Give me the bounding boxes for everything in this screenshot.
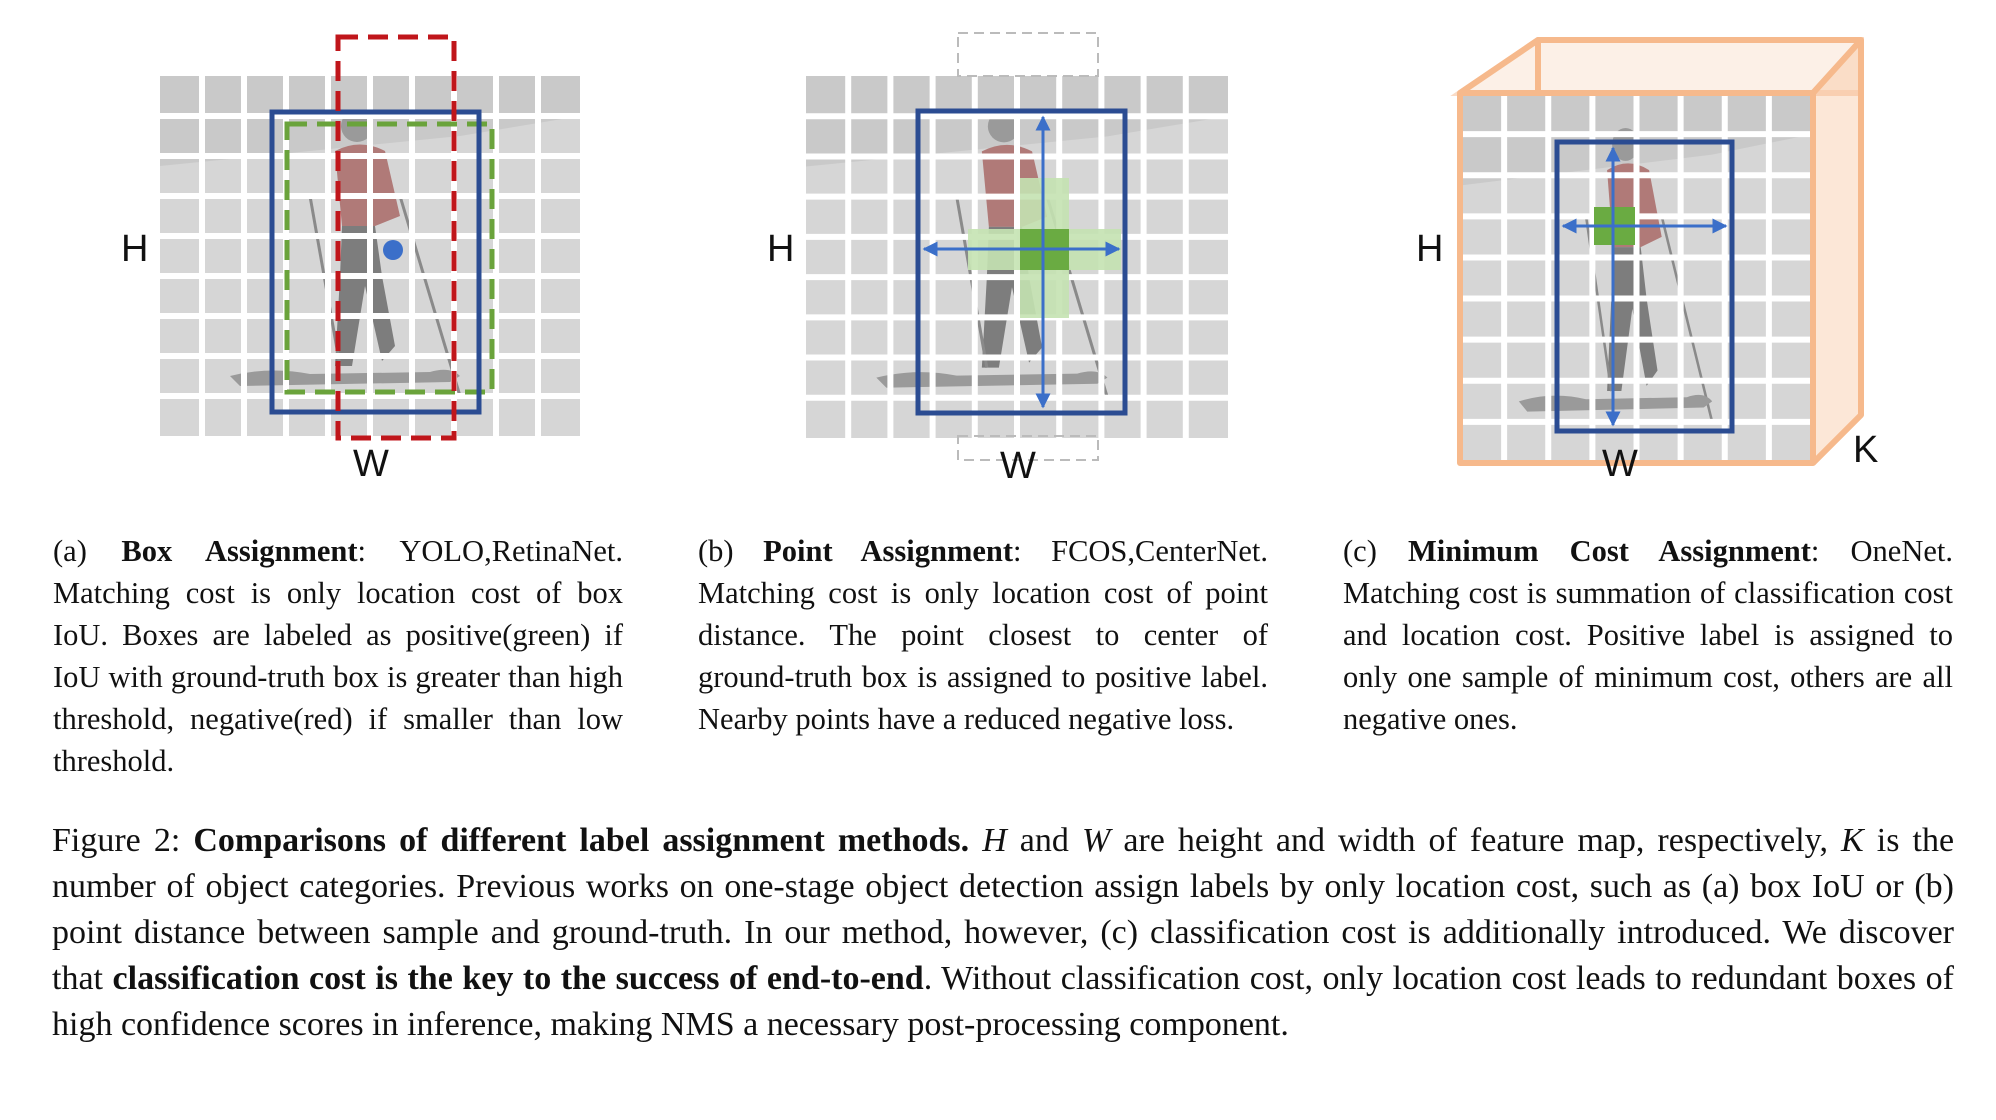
var-h: H [982,822,1007,859]
caption-methods: : YOLO,RetinaNet. [357,534,623,568]
classification-cube [1450,37,1864,96]
caption-body: Matching cost is summation of classifica… [1343,576,1953,736]
feature-map-image [806,76,1228,438]
caption-prefix: (c) [1343,534,1408,568]
caption-prefix: (b) [698,534,764,568]
caption-minimum-cost-assignment: (c) Minimum Cost Assignment: OneNet. Mat… [1343,530,1953,740]
caption-emphasis: classification cost is the key to the su… [112,960,924,997]
panel-a-box-assignment: H W [121,34,580,485]
caption-title: Point Assignment [763,534,1014,568]
caption-title: Minimum Cost Assignment [1408,534,1811,568]
feature-map-image [1460,93,1813,463]
var-w: W [1081,822,1111,859]
box-center-dot [383,240,403,260]
ground-truth-box [1554,139,1735,434]
w-axis-label: W [353,443,389,485]
positive-box [284,121,495,395]
caption-point-assignment: (b) Point Assignment: FCOS,CenterNet. Ma… [698,530,1268,740]
h-axis-label: H [767,228,794,270]
caption-body: Matching cost is only location cost of b… [53,576,623,778]
k-axis-label: K [1853,429,1878,471]
cube-edges [1457,37,1864,466]
panel-c-minimum-cost-assignment: H W K [1416,37,1878,485]
figure-caption: Figure 2: Comparisons of different label… [52,822,1955,1043]
negative-box [335,34,457,441]
caption-body: Matching cost is only location cost of p… [698,576,1268,736]
caption-box-assignment: (a) Box Assignment: YOLO,RetinaNet. Matc… [53,530,623,782]
grid-lines [806,76,1228,438]
figure-title: Comparisons of different label assignmen… [193,822,970,859]
caption-methods: : OneNet. [1810,534,1954,568]
grid-lines [160,76,580,436]
panel-b-point-assignment: H W [767,32,1228,487]
ghost-box-bottom [957,435,1099,461]
var-k: K [1841,822,1864,859]
ghost-box-top [957,32,1099,77]
figure-label: Figure 2: [52,822,194,859]
h-axis-label: H [121,228,148,270]
ground-truth-box [915,108,1128,416]
w-axis-label: W [1602,443,1638,485]
caption-methods: : FCOS,CenterNet. [1013,534,1268,568]
caption-title: Box Assignment [121,534,358,568]
w-axis-label: W [1000,445,1036,487]
grid-lines [1460,93,1813,463]
ground-truth-box [269,109,482,415]
figure-2-diagrams: H W H W [121,32,1878,487]
feature-map-image [160,76,580,436]
caption-prefix: (a) [53,534,122,568]
h-axis-label: H [1416,228,1443,270]
